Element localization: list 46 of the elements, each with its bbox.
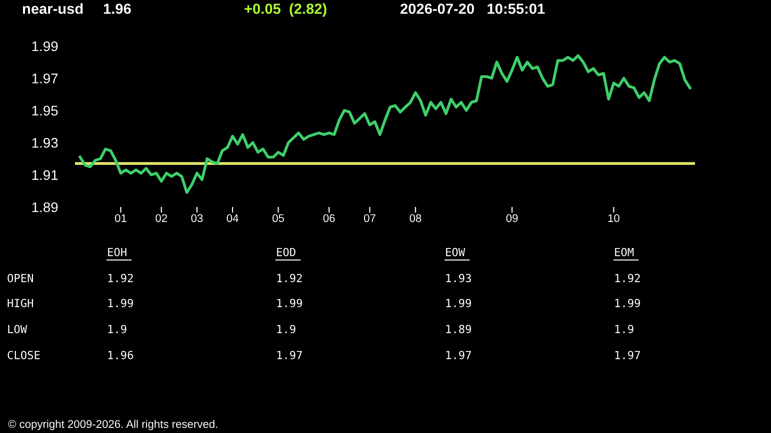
text: 1.99 [277, 298, 302, 308]
text: 1.99 [615, 298, 640, 308]
y-tick-label: 1.93 [32, 138, 58, 148]
text: EOM [615, 248, 634, 256]
text: 1.96 [104, 4, 131, 14]
line-series [78, 54, 692, 194]
text: 1.92 [108, 274, 133, 282]
text: 1.99 [108, 298, 134, 308]
text: 1.9 [615, 324, 634, 334]
text: 1.99 [446, 298, 472, 308]
text: EOH [108, 248, 126, 256]
text: 1.9 [277, 324, 296, 334]
text: LOW [8, 324, 28, 334]
x-tick-label: 07 [364, 214, 376, 222]
text: 1.93 [446, 274, 471, 282]
x-tick-label: 04 [226, 214, 238, 222]
y-tick-label: 1.99 [32, 41, 58, 52]
text: 1.89 [446, 324, 472, 334]
text: 1.97 [615, 350, 640, 360]
text: EOW [446, 248, 466, 256]
text: 1.97 [446, 350, 471, 360]
y-tick-label: 1.97 [32, 74, 58, 84]
text: CLOSE [8, 350, 40, 360]
text: 2026-07-20 10:55:01 [400, 4, 545, 14]
x-tick-label: 05 [272, 214, 284, 222]
y-tick-label: 1.89 [32, 202, 58, 212]
text: 1.97 [277, 350, 302, 360]
text: 1.92 [277, 274, 302, 282]
text: EOD [277, 248, 296, 256]
text: OPEN [8, 274, 34, 282]
x-tick-label: 08 [410, 214, 422, 222]
text: 1.96 [108, 350, 134, 360]
x-tick-label: 06 [323, 214, 335, 222]
x-tick-label: 10 [608, 214, 620, 222]
text: +0.05 (2.82) [244, 3, 326, 17]
text: 1.92 [615, 274, 640, 282]
y-tick-label: 1.91 [32, 170, 58, 180]
text: © copyright 2009-2026. All rights reserved. [8, 420, 218, 430]
chart-title: near-usd [22, 3, 83, 14]
y-tick-label: 1.95 [32, 106, 58, 116]
x-tick-label: 02 [156, 214, 168, 222]
x-tick-label: 03 [191, 214, 203, 222]
text: HIGH [8, 298, 34, 308]
x-tick-label: 01 [114, 214, 126, 222]
x-tick-label: 09 [506, 214, 518, 222]
text: 1.9 [108, 324, 126, 334]
